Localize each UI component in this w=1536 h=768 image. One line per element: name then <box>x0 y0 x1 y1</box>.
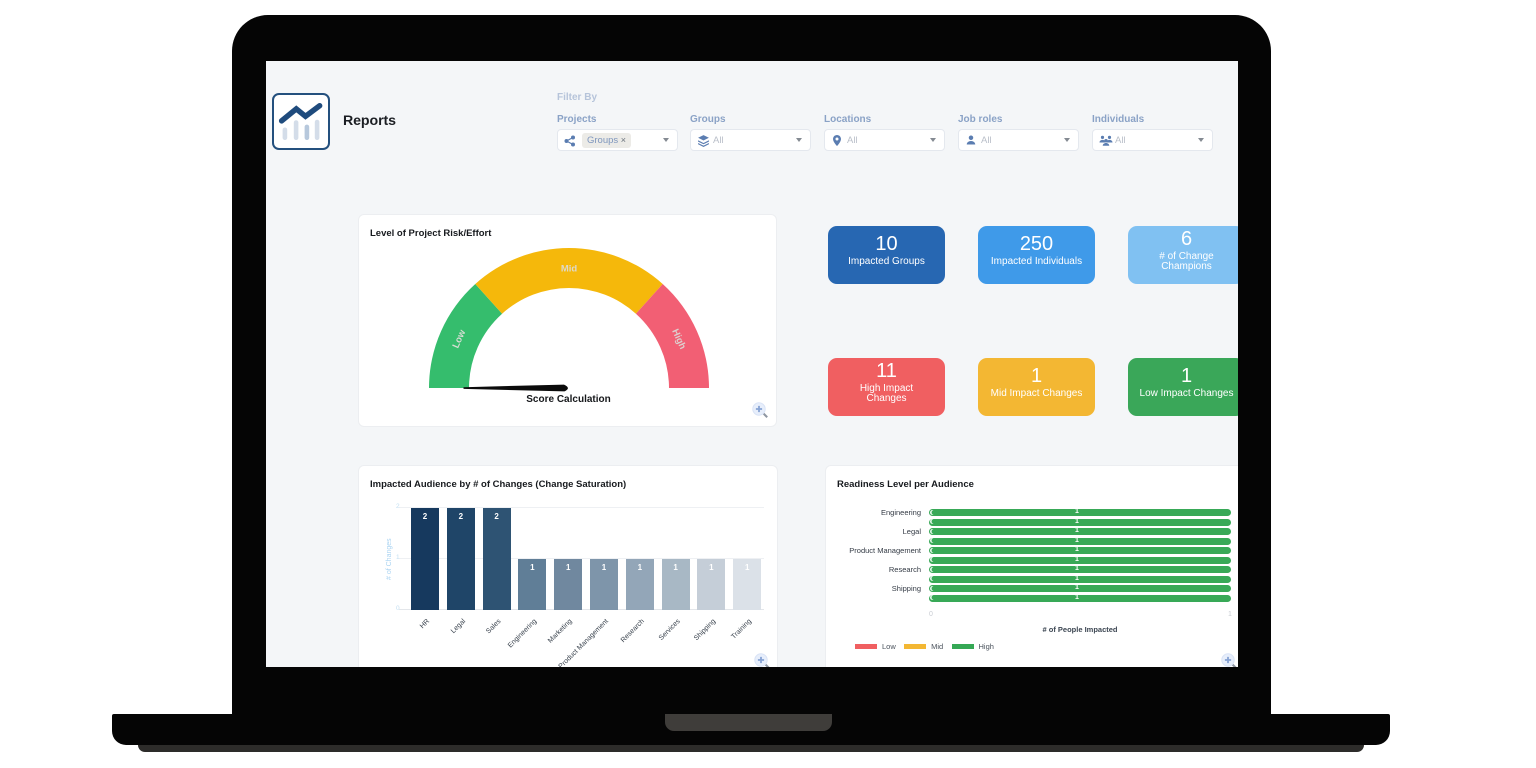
svg-text:Mid: Mid <box>561 264 578 275</box>
